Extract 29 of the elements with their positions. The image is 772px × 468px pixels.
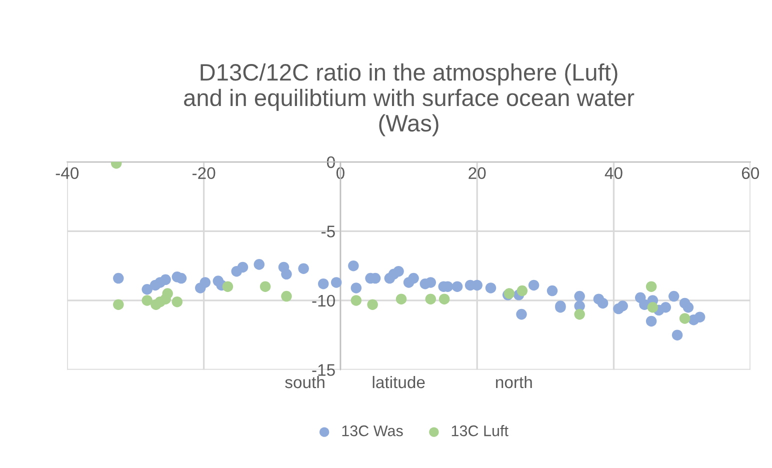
- point: [396, 294, 407, 304]
- point: [142, 295, 152, 306]
- point: [516, 285, 528, 296]
- x-tick-label: 20: [468, 167, 486, 180]
- point: [281, 290, 292, 302]
- x-tick-label: -40: [56, 167, 79, 180]
- legend-label: 13C Was: [342, 425, 403, 436]
- point: [646, 281, 657, 292]
- point: [367, 299, 378, 310]
- x-axis-title: south latitude north: [285, 376, 532, 388]
- legend-label: 13C Luft: [452, 425, 508, 436]
- point: [679, 313, 690, 324]
- point: [574, 308, 585, 320]
- point: [350, 295, 362, 306]
- point: [260, 281, 271, 292]
- y-tick-label: -10: [312, 294, 335, 307]
- chart-title: D13C/12C ratio in the atmosphere (Luft) and in equilibtium with surface ocean water (Was): [184, 63, 634, 136]
- x-tick-label: -20: [192, 167, 216, 180]
- x-tick-label: 60: [742, 167, 759, 180]
- point: [113, 299, 124, 310]
- point: [162, 288, 173, 299]
- x-tick-label: 40: [604, 167, 622, 180]
- point: [172, 296, 183, 308]
- y-tick-label: -5: [322, 226, 335, 238]
- point: [222, 281, 234, 292]
- y-tick-label: -15: [312, 364, 335, 376]
- point: [425, 294, 436, 304]
- point: [647, 302, 658, 313]
- point: [438, 294, 450, 304]
